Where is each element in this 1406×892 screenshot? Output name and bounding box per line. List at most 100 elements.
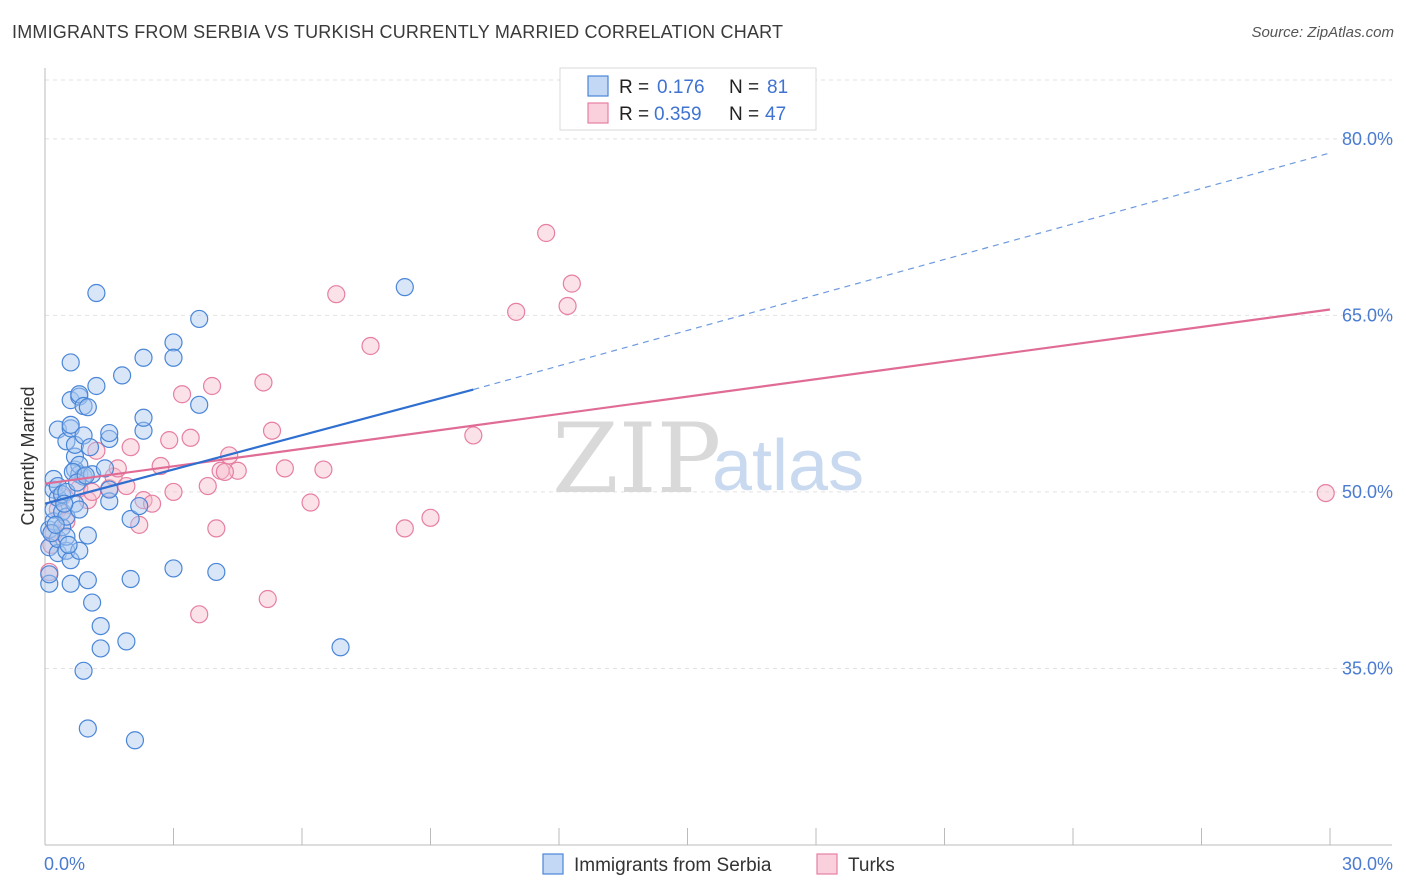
serbia-point: [61, 415, 80, 434]
chart-title: IMMIGRANTS FROM SERBIA VS TURKISH CURREN…: [12, 22, 784, 42]
serbia-point: [70, 385, 89, 404]
turks-point: [558, 296, 577, 316]
bottom-legend-turks-swatch: [816, 853, 838, 875]
serbia-point: [78, 719, 97, 738]
turks-point: [421, 508, 440, 527]
tick-labels: 35.0% 50.0% 65.0% 80.0% 0.0% 30.0%: [44, 129, 1393, 874]
serbia-point: [42, 524, 61, 543]
turks-point: [314, 460, 333, 479]
turks-trend-line: [44, 308, 1331, 485]
serbia-point: [78, 398, 97, 417]
serbia-point: [95, 459, 115, 478]
turks-point: [215, 462, 234, 482]
serbia-points: [40, 278, 414, 750]
serbia-point: [74, 426, 93, 445]
stats-legend: R = 0.176 N = 81 R = 0.359 N = 47: [559, 67, 817, 131]
turks-point: [262, 421, 282, 440]
legend-turks-swatch: [587, 102, 609, 124]
watermark-atlas: atlas: [712, 426, 864, 506]
serbia-point: [80, 438, 100, 457]
source-credit: Source: ZipAtlas.com: [1251, 24, 1394, 41]
serbia-point: [121, 509, 140, 529]
serbia-point: [395, 278, 414, 297]
serbia-point: [40, 574, 59, 593]
turks-point: [258, 589, 277, 609]
serbia-point: [190, 395, 209, 414]
legend-turks-n-value: 47: [765, 104, 786, 125]
serbia-point: [91, 616, 110, 636]
serbia-point: [70, 541, 89, 560]
serbia-point: [125, 731, 145, 750]
serbia-point: [100, 423, 119, 443]
serbia-point: [91, 639, 110, 658]
turks-point: [395, 519, 414, 538]
legend-serbia-r-value: 0.176: [657, 77, 705, 98]
serbia-point: [164, 333, 183, 352]
serbia-point: [40, 565, 59, 584]
serbia-point: [87, 283, 106, 303]
turks-point: [562, 274, 581, 293]
serbia-point: [87, 376, 106, 396]
serbia-point: [164, 559, 183, 578]
serbia-trend-line: [44, 388, 474, 505]
turks-point: [1316, 484, 1335, 503]
serbia-point: [61, 574, 80, 593]
serbia-point: [134, 348, 153, 367]
serbia-point: [190, 309, 209, 329]
serbia-point: [112, 366, 132, 385]
serbia-point: [331, 638, 350, 657]
trend-lines: [44, 152, 1331, 505]
turks-point: [361, 336, 380, 356]
serbia-point: [100, 480, 119, 499]
turks-point: [228, 461, 247, 480]
bottom-legend-serbia-swatch: [542, 853, 564, 875]
legend-serbia-n-value: 81: [767, 77, 788, 98]
serbia-trend-extension: [473, 152, 1331, 391]
serbia-point: [134, 421, 153, 440]
turks-point: [181, 428, 200, 447]
serbia-point: [117, 632, 136, 651]
serbia-point: [164, 348, 183, 367]
serbia-point: [78, 526, 97, 545]
y-tick-label: 35.0%: [1342, 658, 1393, 678]
legend-serbia-n-label: N =: [729, 77, 759, 98]
serbia-point: [83, 593, 102, 612]
y-tick-label: 50.0%: [1342, 482, 1393, 502]
x-tick-label-left: 0.0%: [44, 854, 85, 874]
x-tick-label-right: 30.0%: [1342, 854, 1393, 874]
turks-point: [464, 426, 483, 445]
turks-point: [254, 373, 273, 392]
serbia-point: [46, 515, 65, 534]
serbia-point: [130, 496, 149, 516]
watermark-zip: ZIP: [552, 403, 721, 515]
serbia-point: [207, 562, 226, 582]
turks-point: [507, 302, 526, 321]
legend-turks-r-label: R =: [619, 104, 649, 125]
serbia-point: [121, 569, 140, 589]
grid-lines: [45, 79, 1392, 669]
legend-serbia-r-label: R =: [619, 77, 649, 98]
y-tick-label: 65.0%: [1342, 305, 1393, 325]
legend-turks-n-label: N =: [729, 104, 759, 125]
series-legend: Immigrants from Serbia Turks: [542, 853, 895, 876]
legend-serbia-swatch: [587, 75, 609, 97]
serbia-point: [100, 429, 119, 449]
axes: [44, 68, 1392, 846]
turks-point: [160, 431, 179, 450]
y-axis-label: Currently Married: [18, 386, 38, 525]
turks-point: [275, 459, 294, 478]
turks-point: [207, 519, 226, 538]
turks-point: [537, 223, 556, 243]
watermark: ZIP atlas: [552, 403, 864, 515]
turks-point: [172, 385, 192, 404]
bottom-legend-serbia-label: Immigrants from Serbia: [574, 855, 772, 876]
serbia-point: [74, 661, 93, 680]
serbia-point: [70, 455, 89, 474]
serbia-point: [134, 408, 153, 427]
serbia-point: [78, 571, 97, 590]
turks-point: [164, 482, 183, 502]
serbia-point: [76, 466, 95, 485]
turks-point: [121, 438, 140, 457]
turks-point: [301, 493, 320, 512]
